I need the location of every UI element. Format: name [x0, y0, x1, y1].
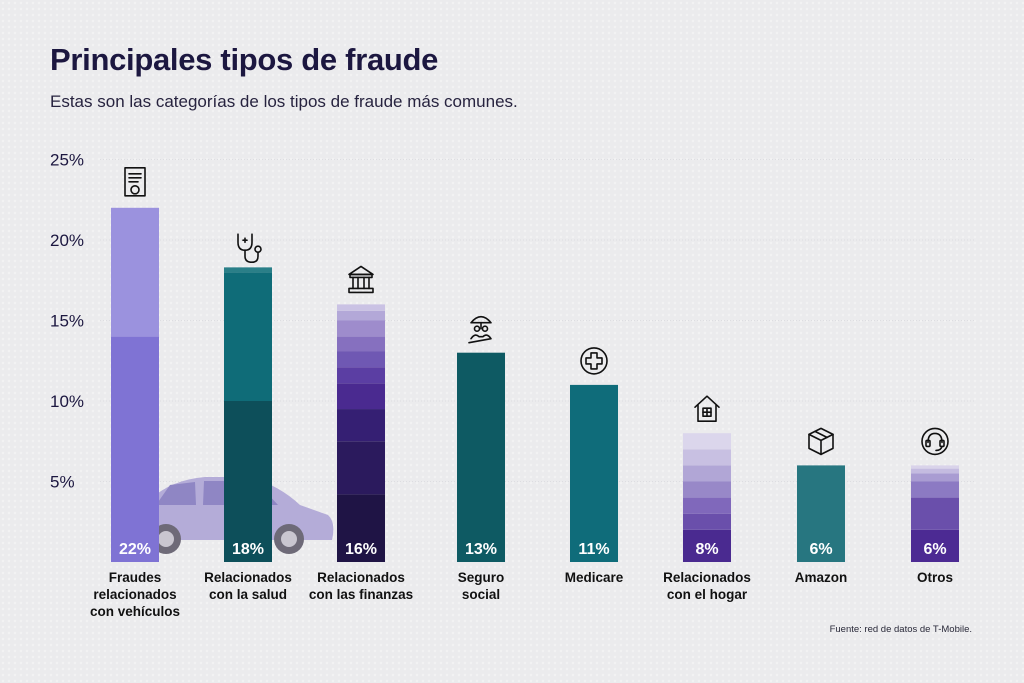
bar-segment [911, 473, 959, 482]
car-window-rear [156, 482, 196, 505]
bar-value-label: 13% [465, 541, 497, 558]
house-icon [694, 395, 720, 423]
bar-segment [683, 481, 731, 498]
x-tick-label: Seguro social [458, 570, 505, 602]
bar-5: 8% [683, 433, 731, 562]
bar-segment [224, 401, 272, 562]
bar-segment [337, 409, 385, 442]
car-wheel-rear-hub [158, 531, 174, 547]
y-axis: 5% 10% 15% 20% 25% [50, 151, 84, 492]
bar-segment [337, 304, 385, 311]
x-tick-label: Relacionados con las finanzas [309, 570, 413, 602]
bar-value-label: 11% [578, 541, 609, 558]
bar-2: 16% [337, 304, 385, 562]
bar-value-label: 16% [345, 541, 377, 558]
bar-segment [683, 497, 731, 514]
package-box-icon [808, 427, 834, 456]
bar-7: 6% [911, 465, 959, 562]
bar-segment [911, 465, 959, 469]
bar-segment [911, 481, 959, 498]
y-tick-label: 15% [50, 312, 84, 331]
bar-segment [683, 465, 731, 482]
bar-segment [337, 320, 385, 337]
bar-segment [224, 272, 272, 401]
bar-segment [337, 310, 385, 321]
bars: 22% 18% 16% 13% 11% 8% 6% 6% [111, 207, 959, 562]
bar-segment [337, 336, 385, 352]
bar-segment [683, 513, 731, 530]
umbrella-family-icon [468, 315, 492, 344]
y-tick-label: 10% [50, 392, 84, 411]
page-subtitle: Estas son las categorías de los tipos de… [50, 92, 518, 111]
bank-building-icon [348, 265, 374, 294]
bar-segment [337, 441, 385, 495]
source-note: Fuente: red de datos de T-Mobile. [829, 624, 972, 635]
bar-segment [337, 494, 385, 562]
y-tick-label: 25% [50, 151, 84, 170]
x-tick-label: Relacionados con el hogar [663, 570, 751, 602]
bar-segment [111, 336, 159, 562]
stethoscope-icon [237, 233, 262, 263]
bar-segment [683, 433, 731, 450]
bar-segment [570, 384, 618, 562]
page-title: Principales tipos de fraude [50, 42, 439, 77]
bar-1: 18% [224, 267, 272, 562]
bar-value-label: 22% [119, 541, 151, 558]
x-axis-labels: Fraudes relacionados con vehículos Relacion… [90, 570, 953, 619]
bar-segment [337, 383, 385, 410]
bar-segment [911, 468, 959, 474]
x-tick-label: Amazon [795, 570, 848, 585]
bar-segment [911, 497, 959, 530]
car-wheel-hub [281, 531, 297, 547]
bar-segment [797, 465, 845, 562]
x-tick-label: Fraudes relacionados con vehículos [90, 570, 180, 619]
category-icons [124, 167, 949, 456]
x-tick-label: Medicare [565, 570, 624, 585]
bar-6: 6% [797, 465, 845, 562]
bar-segment [224, 267, 272, 273]
bar-value-label: 6% [923, 541, 946, 558]
bar-3: 13% [457, 352, 505, 562]
x-tick-label: Relacionados con la salud [204, 570, 292, 602]
bar-value-label: 8% [695, 541, 718, 558]
bar-segment [683, 449, 731, 466]
bar-value-label: 6% [809, 541, 832, 558]
document-certificate-icon [124, 167, 146, 197]
medical-cross-icon [580, 347, 608, 375]
headset-icon [921, 427, 949, 456]
bar-segment [683, 529, 731, 562]
bar-value-label: 18% [232, 541, 264, 558]
bar-segment [337, 351, 385, 368]
y-tick-label: 20% [50, 231, 84, 250]
bar-segment [111, 207, 159, 337]
y-tick-label: 5% [50, 473, 75, 492]
bar-segment [337, 367, 385, 384]
bar-segment [457, 352, 505, 562]
bar-segment [911, 529, 959, 562]
x-tick-label: Otros [917, 570, 953, 585]
bar-0: 22% [111, 207, 159, 562]
bar-4: 11% [570, 384, 618, 562]
